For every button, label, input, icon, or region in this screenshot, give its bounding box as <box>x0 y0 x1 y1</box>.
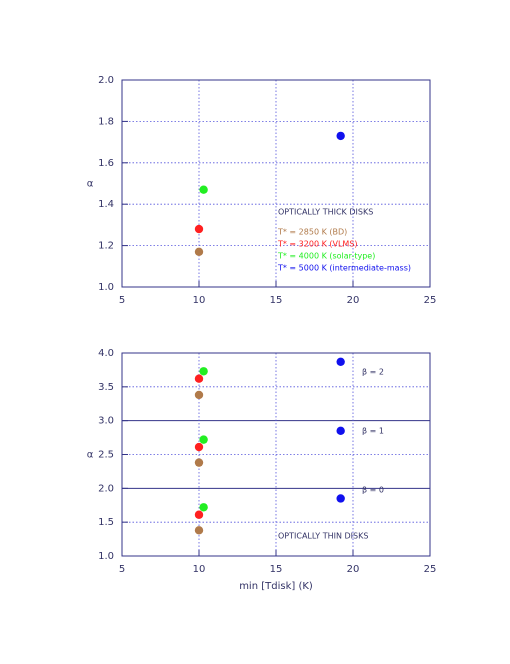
data-point <box>199 367 208 376</box>
data-point <box>194 224 204 234</box>
y-tick-label: 1.5 <box>98 517 114 528</box>
x-tick-label: 15 <box>270 564 283 575</box>
legend-entry: T* = 2850 K (BD) <box>277 228 347 237</box>
x-tick-label: 20 <box>347 295 360 306</box>
data-point <box>194 526 204 535</box>
data-point <box>336 494 345 503</box>
y-tick-label: 1.4 <box>98 199 114 210</box>
x-tick-label: 25 <box>424 564 437 575</box>
annotation: β = 0 <box>362 486 384 495</box>
x-axis-label: min [Tdisk] (K) <box>239 581 313 592</box>
legend-entry: T* = 4000 K (solar-type) <box>277 252 375 261</box>
y-tick-label: 1.8 <box>98 116 114 127</box>
data-point <box>194 458 204 467</box>
annotation: β = 2 <box>362 368 384 377</box>
x-tick-label: 10 <box>193 564 206 575</box>
y-tick-label: 2.0 <box>98 75 114 86</box>
plot-frame <box>121 352 431 557</box>
x-tick-label: 10 <box>193 295 206 306</box>
x-tick-label: 20 <box>347 564 360 575</box>
y-axis-label: α <box>87 450 94 461</box>
y-tick-label: 1.0 <box>98 551 114 562</box>
data-point <box>336 426 345 436</box>
data-point <box>194 374 204 383</box>
data-point <box>194 247 204 257</box>
x-tick-label: 5 <box>119 295 125 306</box>
plot-frame <box>121 79 431 288</box>
data-point <box>194 510 204 519</box>
data-point <box>199 185 208 194</box>
y-tick-label: 1.0 <box>98 282 114 293</box>
annotation: OPTICALLY THICK DISKS <box>278 208 373 217</box>
annotation: OPTICALLY THIN DISKS <box>278 532 368 541</box>
x-tick-label: 5 <box>119 564 125 575</box>
data-point <box>336 357 345 366</box>
annotation: β = 1 <box>362 427 384 436</box>
data-point <box>194 390 204 400</box>
legend-entry: T* = 5000 K (intermediate-mass) <box>277 264 411 273</box>
y-tick-label: 2.5 <box>98 450 114 461</box>
y-tick-label: 3.0 <box>98 416 114 427</box>
y-tick-label: 3.5 <box>98 382 114 393</box>
y-axis-label: α <box>87 179 94 190</box>
x-tick-label: 15 <box>270 295 283 306</box>
data-point <box>199 503 208 512</box>
legend-entry: T* = 3200 K (VLMS) <box>277 240 358 249</box>
y-tick-label: 4.0 <box>98 348 114 359</box>
data-point <box>199 435 208 444</box>
y-tick-label: 1.6 <box>98 158 114 169</box>
y-tick-label: 2.0 <box>98 483 114 494</box>
data-point <box>336 131 345 141</box>
x-tick-label: 25 <box>424 295 437 306</box>
y-tick-label: 1.2 <box>98 241 114 252</box>
data-point <box>194 442 204 452</box>
